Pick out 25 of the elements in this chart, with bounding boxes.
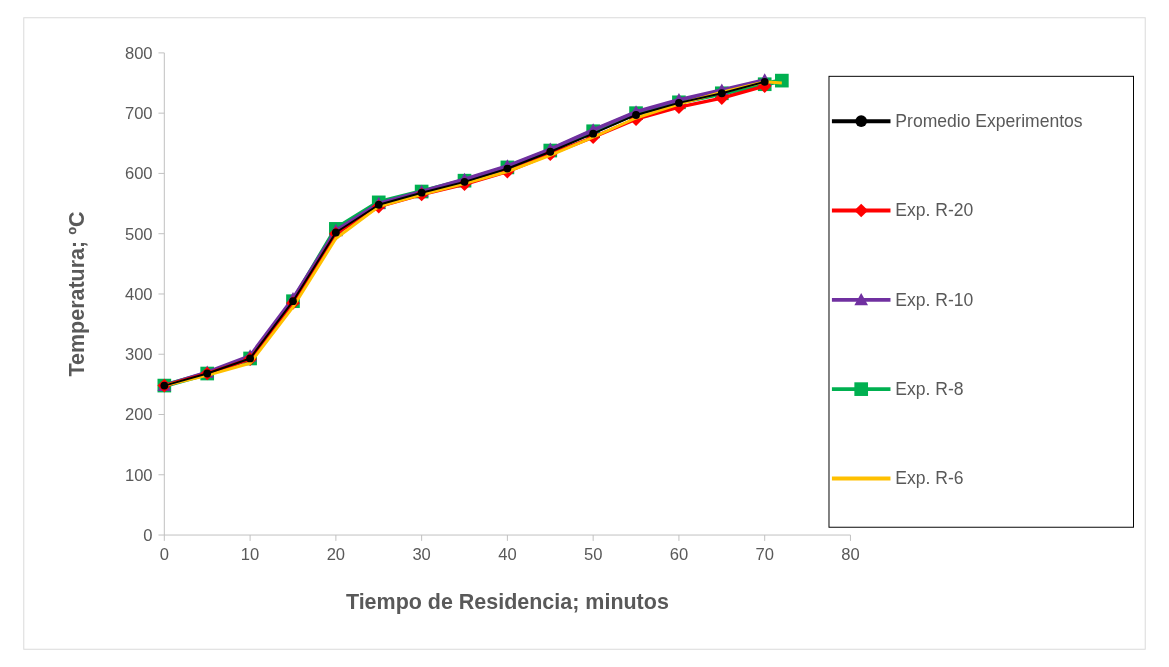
x-tick-label: 50: [583, 545, 603, 565]
y-tick-label: 600: [124, 164, 153, 184]
x-tick-label: 20: [326, 545, 346, 565]
x-tick-label: 60: [669, 545, 689, 565]
x-tick-label: 40: [498, 545, 517, 565]
y-tick-label: 400: [124, 284, 153, 304]
legend-label: Promedio Experimentos: [895, 111, 1083, 132]
x-tick-label: 30: [412, 545, 431, 565]
y-axis-title: Temperatura; ºC: [65, 211, 90, 377]
y-tick-label: 800: [124, 43, 153, 63]
x-tick-label: 0: [159, 545, 169, 565]
legend-label: Exp. R-20: [895, 200, 974, 221]
y-tick-label: 100: [124, 465, 153, 485]
x-tick-label: 70: [755, 545, 774, 565]
x-axis-title: Tiempo de Residencia; minutos: [345, 590, 669, 615]
y-tick-label: 300: [124, 345, 153, 365]
y-tick-label: 200: [124, 405, 153, 425]
y-tick-label: 0: [143, 525, 153, 545]
y-tick-label: 500: [124, 224, 153, 244]
legend-label: Exp. R-10: [895, 289, 974, 310]
legend-label: Exp. R-8: [895, 378, 964, 399]
y-tick-label: 700: [124, 104, 153, 124]
x-tick-label: 80: [841, 545, 860, 565]
x-tick-label: 10: [240, 545, 260, 565]
legend-label: Exp. R-6: [895, 468, 964, 489]
